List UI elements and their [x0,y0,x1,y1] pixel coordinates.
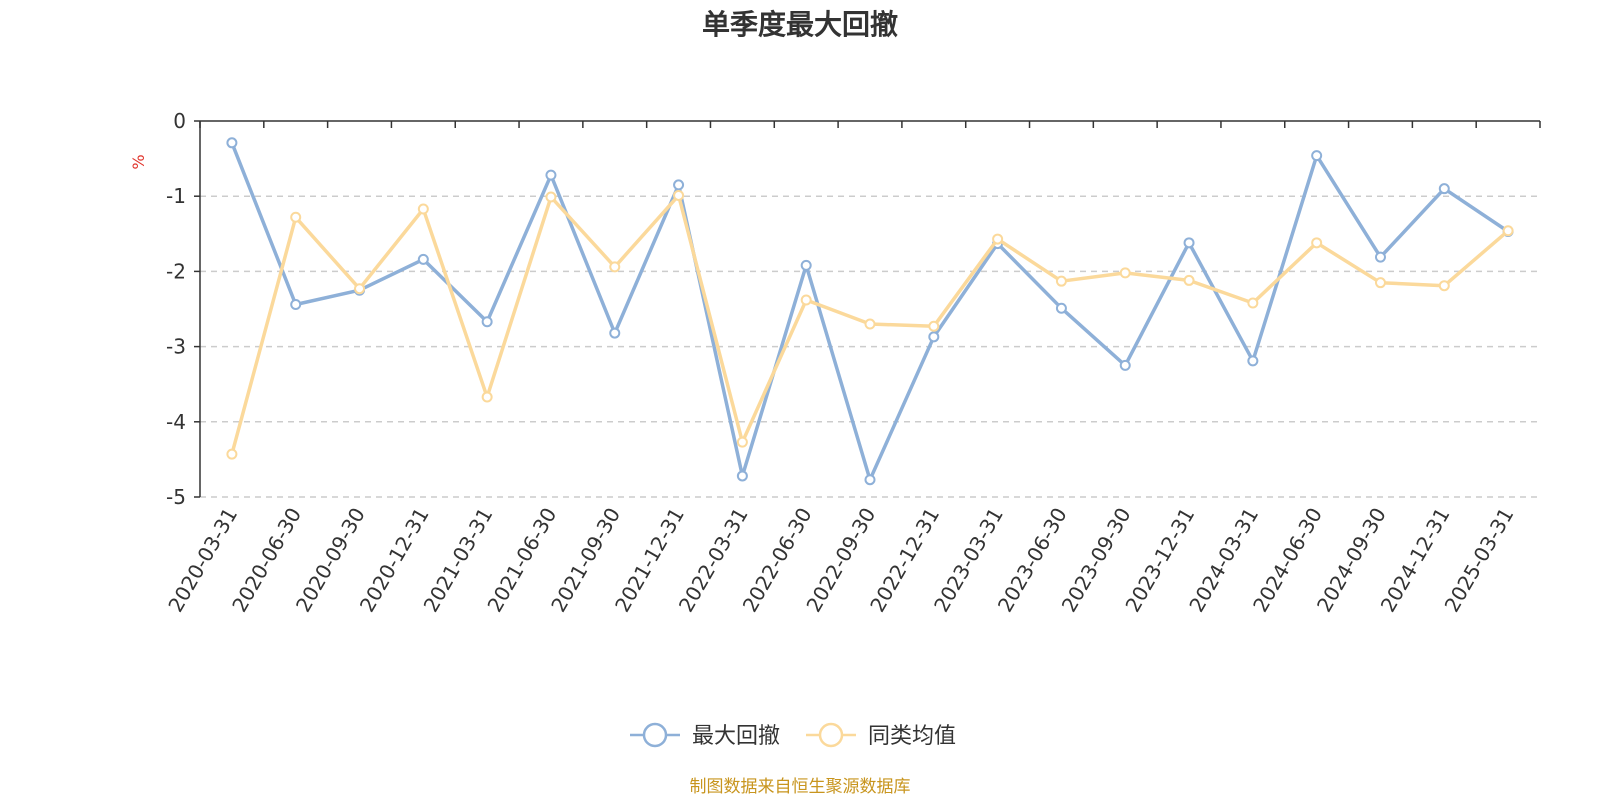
data-point [1183,274,1195,286]
data-point [1119,359,1131,371]
data-point [1438,280,1450,292]
y-tick-label: -3 [166,335,186,359]
series-2 [226,189,1514,460]
data-point [609,327,621,339]
data-point [290,298,302,310]
legend-item[interactable]: 同类均值 [806,722,956,749]
legend-item[interactable]: 最大回撤 [630,722,780,749]
data-point [1247,297,1259,309]
y-unit-label: % [129,154,148,169]
data-point [864,474,876,486]
y-tick-label: -1 [166,184,186,208]
data-point [226,137,238,149]
data-point [1374,277,1386,289]
data-point [1438,183,1450,195]
series-line [230,142,1510,482]
data-point [545,169,557,181]
grid-lines [200,195,1540,498]
data-point [609,261,621,273]
y-tick-label: -5 [166,485,186,509]
data-point [1183,237,1195,249]
data-point [545,191,557,203]
y-tick-label: -4 [166,410,186,434]
legend-swatch-marker [818,722,844,748]
data-point [673,179,685,191]
data-point [481,391,493,403]
data-point [1311,150,1323,162]
y-tick-label: 0 [173,109,186,133]
data-point [736,470,748,482]
series-1 [226,137,1514,486]
legend-swatch-marker [642,722,668,748]
data-point [800,294,812,306]
data-point [864,318,876,330]
data-point [1055,275,1067,287]
data-point [800,259,812,271]
data-source-note: 制图数据来自恒生聚源数据库 [690,777,911,797]
data-point [354,283,366,295]
data-point [1374,251,1386,263]
series-lines [226,137,1514,486]
data-point [736,436,748,448]
legend-label: 同类均值 [868,724,956,749]
data-point [1119,267,1131,279]
data-point [290,211,302,223]
data-point [226,448,238,460]
data-point [417,203,429,215]
data-point [1311,237,1323,249]
data-point [481,316,493,328]
y-tick-label: -2 [166,259,186,283]
data-point [417,253,429,265]
legend: 最大回撤 同类均值 [630,722,956,749]
data-point [1247,355,1259,367]
data-point [992,233,1004,245]
data-point [928,331,940,343]
chart-title: 单季度最大回撤 [702,8,898,41]
data-point [928,320,940,332]
legend-label: 最大回撤 [692,724,780,749]
data-point [1502,225,1514,237]
data-point [673,189,685,201]
data-point [1055,302,1067,314]
